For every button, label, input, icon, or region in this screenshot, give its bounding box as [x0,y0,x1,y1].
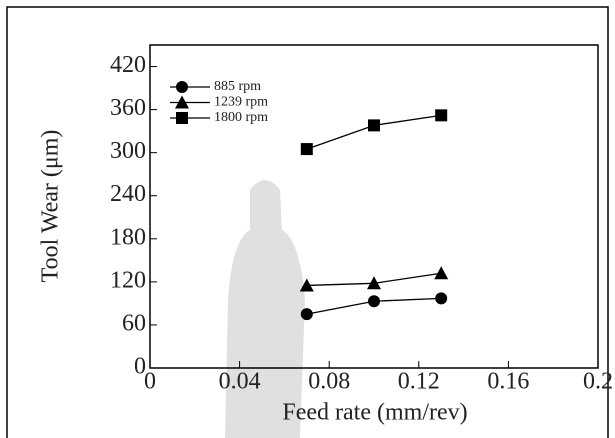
legend-marker [175,95,189,109]
marker [300,143,313,156]
legend-label: 885 rpm [214,79,261,94]
marker [434,266,449,280]
legend-label: 1800 rpm [214,110,268,125]
marker [367,276,381,290]
y-axis-label: Tool Wear (μm) [38,130,64,283]
marker [435,109,448,122]
legend-marker [176,81,188,93]
legend-marker [176,112,188,124]
plot-area [149,44,599,369]
marker [435,292,448,305]
legend-label: 1239 rpm [214,95,268,110]
x-tick-label: 0.04 [219,369,261,395]
y-tick-label: 60 [122,310,146,336]
y-tick-label: 180 [110,224,146,250]
watermark [225,180,305,438]
x-tick-label: 0.08 [308,369,350,395]
x-tick-label: 0.12 [398,369,440,395]
marker [299,278,314,292]
marker [368,119,380,132]
frame [6,6,609,438]
y-tick-label: 240 [110,181,146,207]
x-axis-label: Feed rate (mm/rev) [282,400,467,426]
x-tick-label: 0.2 [583,369,613,395]
y-tick-label: 420 [110,52,146,78]
x-tick-label: 0.16 [487,369,529,395]
y-tick-label: 120 [110,267,146,293]
y-tick-label: 360 [110,95,146,121]
x-tick-label: 0 [144,369,156,395]
y-tick-label: 300 [110,138,146,164]
marker [368,295,380,308]
y-tick-label: 0 [134,354,146,380]
marker [300,308,313,321]
